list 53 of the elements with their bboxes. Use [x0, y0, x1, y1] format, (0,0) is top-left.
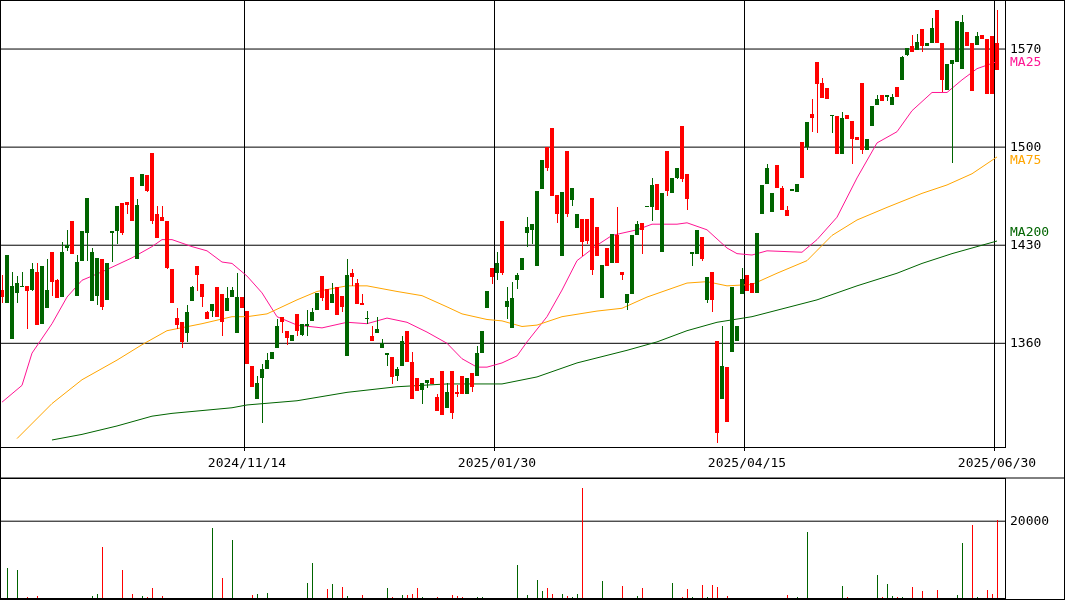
series-label: MA25 [1010, 53, 1042, 69]
candlestick [390, 356, 394, 385]
candlestick [740, 267, 744, 295]
candlestick [25, 285, 29, 330]
candlestick [110, 230, 114, 263]
candlestick [930, 17, 934, 44]
candlestick [370, 325, 374, 341]
candlestick [885, 94, 889, 102]
x-tick-label: 2025/04/15 [707, 455, 787, 470]
candlestick [375, 316, 379, 334]
candlestick [280, 316, 284, 334]
candlestick [395, 366, 399, 382]
line-series [16, 156, 998, 440]
candlestick [495, 251, 499, 281]
candlestick [185, 304, 189, 343]
candlestick [900, 55, 904, 81]
y-tick-label: 20000 [1010, 512, 1050, 528]
x-tick-label: 2025/06/30 [957, 455, 1037, 470]
candlestick [285, 330, 289, 346]
candlestick [620, 271, 624, 281]
candlestick [350, 268, 354, 287]
candlestick [920, 28, 924, 53]
candlestick [765, 163, 769, 185]
candlestick [195, 265, 199, 292]
candlestick [30, 262, 34, 292]
x-tick-label: 2025/01/30 [457, 455, 537, 470]
candlestick [810, 98, 814, 133]
candlestick [385, 352, 389, 367]
series-label: MA200 [1010, 223, 1050, 239]
y-tick-label: 1430 [1010, 236, 1042, 252]
candlestick [705, 276, 709, 304]
candlestick [445, 382, 449, 409]
candlestick [330, 282, 334, 304]
candlestick [260, 363, 264, 424]
candlestick [265, 352, 269, 370]
series-label: MA75 [1010, 151, 1042, 167]
line-series [51, 240, 998, 441]
candlestick [275, 318, 279, 349]
candlestick [425, 379, 429, 389]
candlestick [910, 34, 914, 53]
candlestick [210, 303, 214, 318]
y-tick-label: 1500 [1010, 138, 1042, 154]
candlestick [200, 283, 204, 308]
y-tick-label: 1360 [1010, 334, 1042, 350]
candlestick [640, 222, 644, 255]
candlestick [515, 272, 519, 290]
candlestick [65, 229, 69, 252]
candlestick [915, 33, 919, 51]
candlestick [380, 338, 384, 349]
candlestick [475, 345, 479, 377]
candlestick [625, 293, 629, 311]
y-tick-label: 1570 [1010, 40, 1042, 56]
x-tick-label: 2024/11/14 [207, 455, 287, 470]
